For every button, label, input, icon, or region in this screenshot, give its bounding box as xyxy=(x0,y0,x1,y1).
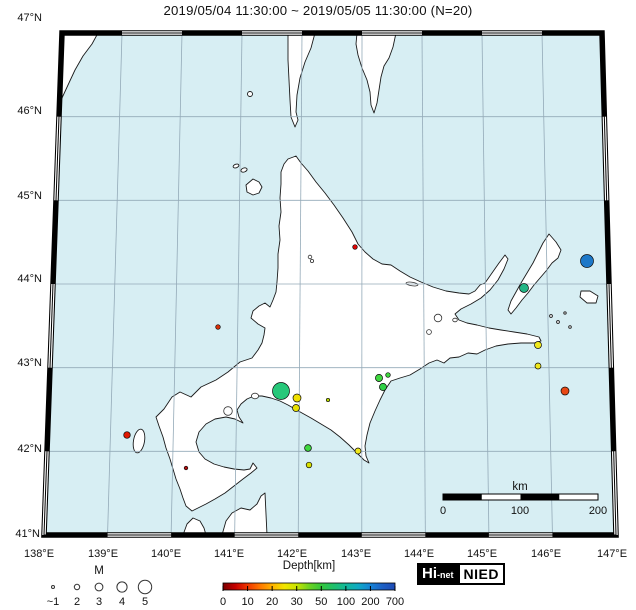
okushiri-island xyxy=(132,428,146,454)
islet xyxy=(568,325,572,329)
lon-label: 146°E xyxy=(531,548,561,560)
magnitude-tick: 4 xyxy=(119,596,125,608)
islet xyxy=(232,163,240,169)
sakhalin-cape-east xyxy=(355,33,397,114)
depth-legend-ticks xyxy=(222,586,396,591)
islet xyxy=(556,320,560,324)
earthquake-marker xyxy=(519,283,529,293)
scale-bar: km 0 100 200 xyxy=(440,481,607,517)
depth-tick: 200 xyxy=(361,596,379,608)
earthquake-marker xyxy=(325,397,331,403)
lat-label: 42°N xyxy=(17,443,42,455)
earthquake-marker xyxy=(385,372,391,378)
earthquake-marker xyxy=(375,374,383,382)
lon-label: 147°E xyxy=(597,548,627,560)
earthquake-marker xyxy=(272,382,290,400)
lat-label: 47°N xyxy=(17,12,42,24)
depth-tick: 20 xyxy=(266,596,278,608)
depth-tick: 0 xyxy=(220,596,226,608)
depth-tick: 10 xyxy=(241,596,253,608)
lat-label: 44°N xyxy=(17,273,42,285)
sakhalin-cape-west xyxy=(287,33,316,128)
magnitude-tick: ~1 xyxy=(47,596,60,608)
magnitude-legend-circle xyxy=(73,583,81,591)
earthquake-marker xyxy=(215,324,221,330)
hokkaido-island xyxy=(155,155,542,512)
magnitude-legend-circle xyxy=(116,581,128,593)
magnitude-tick: 3 xyxy=(96,596,102,608)
islet xyxy=(563,311,567,315)
earthquake-marker xyxy=(352,244,358,250)
depth-legend: Depth[km] 0 10 20 30 50 100 200 700 xyxy=(220,560,404,608)
magnitude-legend: M ~1 2 3 4 5 xyxy=(47,565,153,608)
earthquake-marker xyxy=(292,393,302,403)
depth-tick: 30 xyxy=(291,596,303,608)
depth-tick: 700 xyxy=(386,596,404,608)
earthquake-marker xyxy=(304,444,312,452)
lon-label: 142°E xyxy=(277,548,307,560)
latitude-labels: 47°N 46°N 45°N 44°N 43°N 42°N 41°N xyxy=(15,12,42,540)
lat-label: 46°N xyxy=(17,105,42,117)
magnitude-legend-circle xyxy=(51,585,55,589)
lat-label: 41°N xyxy=(15,528,40,540)
lon-label: 144°E xyxy=(404,548,434,560)
shikotan-island xyxy=(579,290,599,304)
lon-label: 145°E xyxy=(467,548,497,560)
graticule-grid xyxy=(47,33,614,535)
earthquake-marker xyxy=(534,341,542,349)
magnitude-legend-circle xyxy=(94,582,104,592)
earthquake-marker xyxy=(123,431,131,439)
magnitude-legend-circles xyxy=(51,579,153,595)
lat-label: 45°N xyxy=(17,190,42,202)
page-title: 2019/05/04 11:30:00 ~ 2019/05/05 11:30:0… xyxy=(163,3,473,18)
longitude-labels: 138°E 139°E 140°E 141°E 142°E 143°E 144°… xyxy=(24,548,627,560)
magnitude-legend-title: M xyxy=(94,565,104,577)
earthquake-marker xyxy=(354,447,362,455)
honshu-tsugaru xyxy=(182,517,207,535)
scalebar-title: km xyxy=(512,481,527,493)
rishiri-island xyxy=(245,178,263,196)
nied-logo: NIED xyxy=(457,565,503,583)
islet xyxy=(247,91,253,97)
lon-label: 143°E xyxy=(341,548,371,560)
depth-tick: 100 xyxy=(337,596,355,608)
lon-label: 139°E xyxy=(88,548,118,560)
lon-label: 141°E xyxy=(214,548,244,560)
lakes xyxy=(223,254,458,416)
hinet-logo: Hi-net xyxy=(419,565,458,583)
lat-label: 43°N xyxy=(17,357,42,369)
honshu-shimokita xyxy=(221,492,268,535)
depth-legend-title: Depth[km] xyxy=(283,560,335,572)
scalebar-tick: 100 xyxy=(511,505,529,517)
earthquake-marker xyxy=(379,383,387,391)
kunashiri-island xyxy=(507,233,562,315)
earthquake-marker xyxy=(305,461,313,469)
islet xyxy=(549,314,553,318)
lon-label: 138°E xyxy=(24,548,54,560)
depth-legend-labels: 0 10 20 30 50 100 200 700 xyxy=(220,596,404,608)
earthquake-marker xyxy=(183,465,189,471)
earthquake-marker xyxy=(292,404,300,412)
earthquake-marker xyxy=(560,386,570,396)
magnitude-legend-circle xyxy=(137,579,153,595)
earthquake-marker xyxy=(580,254,594,268)
lon-label: 140°E xyxy=(151,548,181,560)
hinet-nied-logo: Hi-net NIED xyxy=(417,563,505,585)
earthquake-marker xyxy=(534,362,542,370)
hinet-logo-hi: Hi xyxy=(422,565,437,582)
scalebar-tick: 0 xyxy=(440,505,446,517)
magnitude-tick: 2 xyxy=(74,596,80,608)
magnitude-tick: 5 xyxy=(142,596,148,608)
hinet-logo-net: -net xyxy=(437,570,454,580)
map-frame xyxy=(41,30,619,538)
scalebar-tick: 200 xyxy=(589,505,607,517)
islet xyxy=(240,167,248,173)
earthquake-markers xyxy=(123,244,594,471)
depth-tick: 50 xyxy=(315,596,327,608)
